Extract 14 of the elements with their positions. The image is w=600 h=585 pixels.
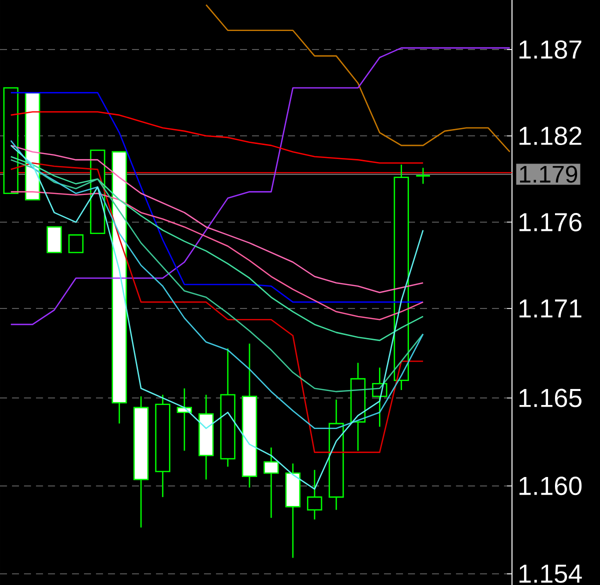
y-tick-label: 1.187 — [520, 40, 582, 59]
candlestick — [415, 167, 431, 184]
y-tick-label: 1.154 — [520, 564, 582, 583]
ref-line-label: 1.179 — [520, 166, 578, 183]
candlestick — [264, 446, 279, 519]
y-tick-label: 1.176 — [520, 212, 582, 232]
candlestick — [68, 234, 84, 254]
line-series — [10, 191, 424, 320]
line-series — [10, 156, 424, 342]
y-tick-label: 1.160 — [520, 476, 582, 496]
y-tick-label: 1.182 — [520, 126, 582, 146]
candlestick — [306, 469, 322, 520]
y-tick-label: 1.171 — [520, 300, 582, 318]
y-tick-label: 1.165 — [520, 388, 582, 408]
